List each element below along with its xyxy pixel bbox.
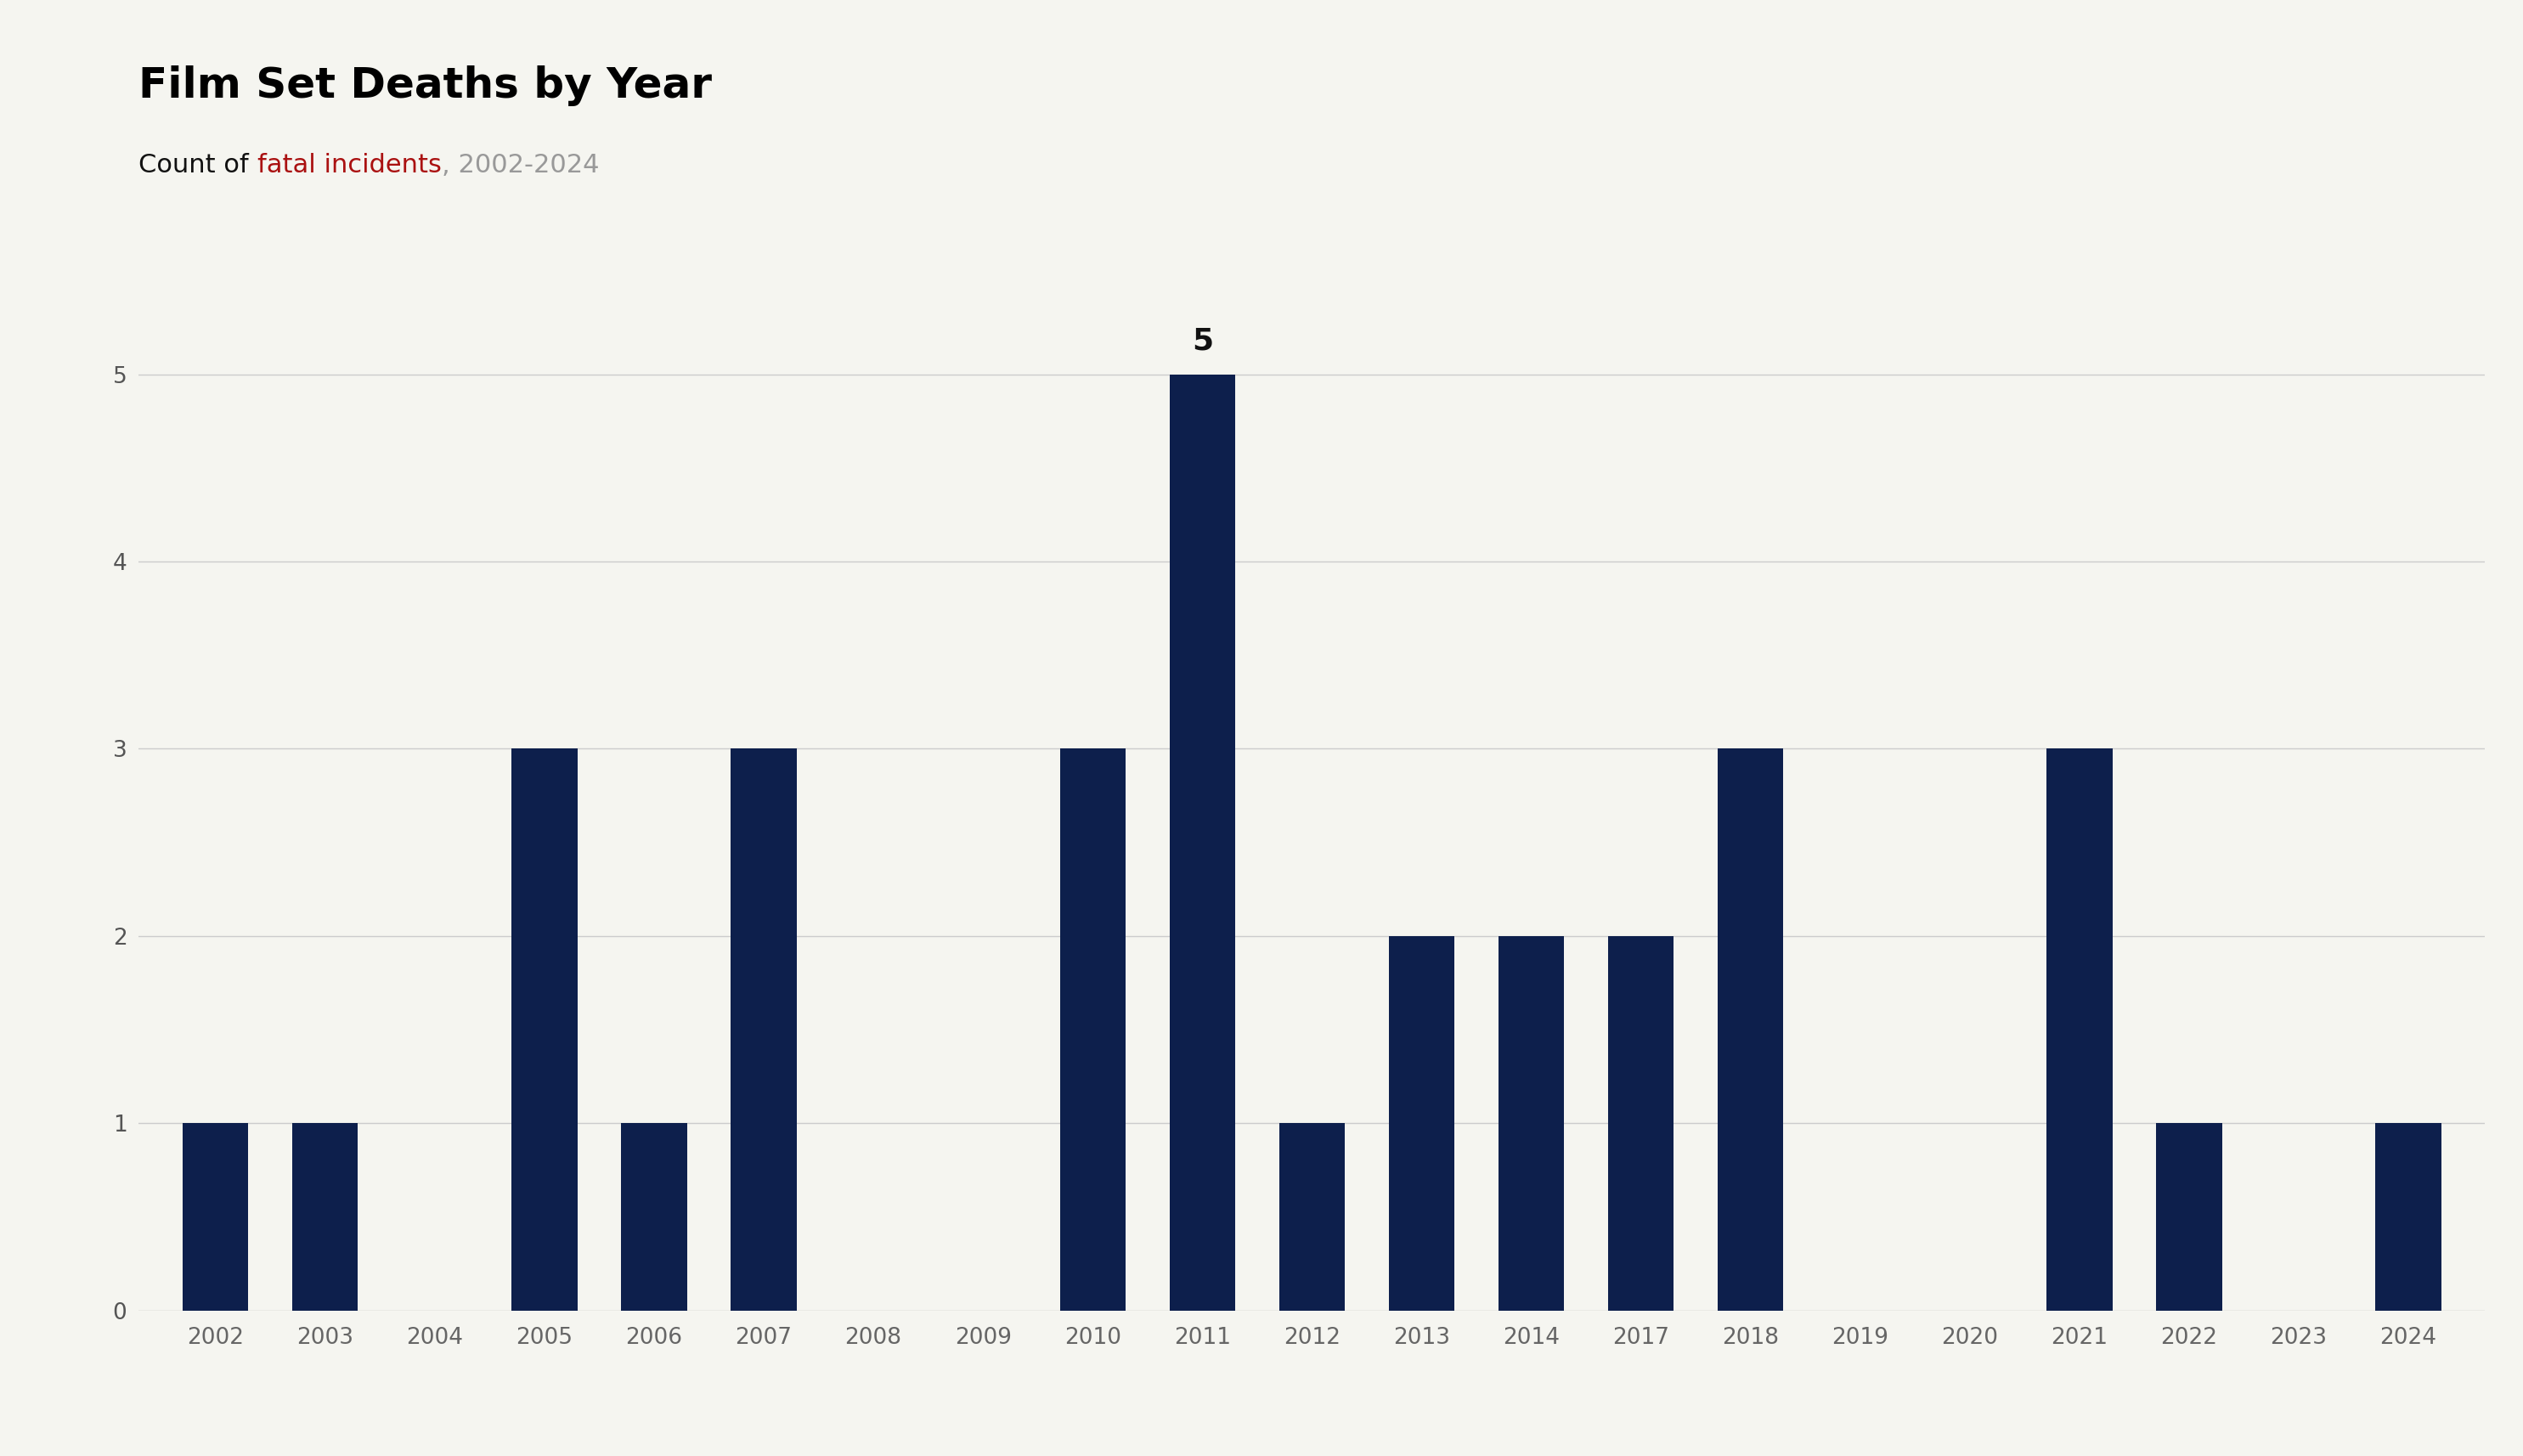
Bar xyxy=(1279,1123,1345,1310)
Bar xyxy=(2157,1123,2223,1310)
Bar xyxy=(1388,936,1453,1310)
Text: 5: 5 xyxy=(1191,326,1214,355)
Text: Film Set Deaths by Year: Film Set Deaths by Year xyxy=(139,66,711,106)
Bar xyxy=(1607,936,1673,1310)
Bar xyxy=(1060,748,1125,1310)
Bar xyxy=(2046,748,2112,1310)
Bar xyxy=(293,1123,358,1310)
Text: , 2002-2024: , 2002-2024 xyxy=(442,153,598,178)
Text: fatal incidents: fatal incidents xyxy=(257,153,442,178)
Bar xyxy=(182,1123,247,1310)
Bar xyxy=(1499,936,1564,1310)
Text: Count of: Count of xyxy=(139,153,257,178)
Bar xyxy=(512,748,578,1310)
Bar xyxy=(1171,374,1236,1310)
Bar xyxy=(732,748,797,1310)
Bar xyxy=(621,1123,686,1310)
Bar xyxy=(2377,1123,2442,1310)
Bar xyxy=(1718,748,1784,1310)
